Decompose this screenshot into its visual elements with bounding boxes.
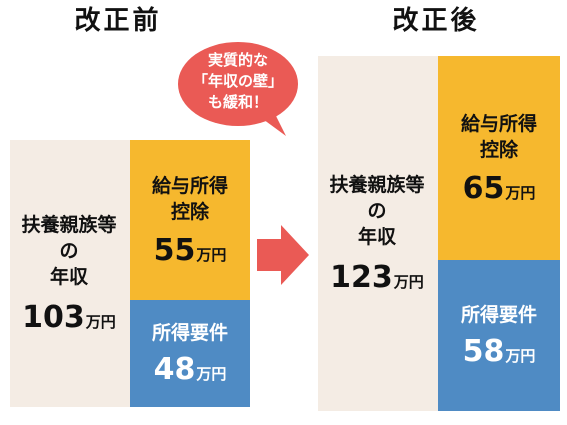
right-arrow-icon — [257, 225, 309, 285]
before-income-breakdown: 扶養親族等 の 年収 103万円 — [10, 140, 128, 407]
after-label-line-3: 年収 — [357, 226, 396, 248]
after-income-amount: 58万円 — [463, 334, 536, 369]
before-income-block: 所得要件 48万円 — [130, 300, 250, 407]
speech-bubble-icon — [178, 42, 298, 136]
before-label-line-2: の — [59, 240, 79, 262]
bubble-line-3: も緩和！ — [207, 93, 268, 111]
after-deduction-block: 給与所得 控除 65万円 — [438, 56, 560, 260]
before-label-line-3: 年収 — [49, 266, 88, 288]
before-deduction-amount: 55万円 — [154, 233, 227, 268]
before-deduction-label-2: 控除 — [170, 200, 209, 223]
after-income-block: 所得要件 58万円 — [438, 260, 560, 411]
before-income-unit: 万円 — [196, 365, 227, 383]
bubble-line-2: 「年収の壁」 — [192, 72, 283, 90]
before-total-amount: 103万円 — [22, 300, 116, 335]
before-deduction-block: 給与所得 控除 55万円 — [130, 140, 250, 300]
after-deduction-amount: 65万円 — [463, 171, 536, 206]
bubble-message: 実質的な 「年収の壁」 も緩和！ — [168, 50, 308, 113]
before-deduction-unit: 万円 — [196, 245, 227, 264]
before-deduction-number: 55 — [153, 232, 196, 268]
before-income-label: 所得要件 — [151, 322, 228, 344]
after-total-number: 123 — [330, 260, 393, 295]
before-total-unit: 万円 — [85, 313, 116, 331]
before-heading: 改正前 — [74, 6, 162, 36]
after-label-line-1: 扶養親族等 — [329, 174, 425, 196]
after-income-number: 58 — [462, 334, 505, 369]
before-income-amount: 48万円 — [154, 352, 227, 387]
after-income-unit: 万円 — [505, 347, 536, 365]
before-deduction-label-1: 給与所得 — [151, 174, 228, 197]
after-deduction-label-1: 給与所得 — [460, 112, 537, 135]
before-income-number: 48 — [153, 352, 196, 387]
after-label-line-2: の — [367, 200, 387, 222]
after-deduction-label-2: 控除 — [479, 138, 518, 161]
before-total-number: 103 — [22, 300, 85, 335]
after-total-unit: 万円 — [393, 273, 424, 291]
after-income-label: 所得要件 — [460, 304, 537, 326]
bubble-line-1: 実質的な — [207, 51, 268, 69]
after-income-breakdown: 扶養親族等 の 年収 123万円 — [318, 56, 436, 411]
after-deduction-number: 65 — [462, 170, 505, 206]
after-total-amount: 123万円 — [330, 260, 424, 295]
after-heading: 改正後 — [392, 6, 480, 36]
after-deduction-unit: 万円 — [505, 183, 536, 202]
before-label-line-1: 扶養親族等 — [21, 214, 117, 236]
